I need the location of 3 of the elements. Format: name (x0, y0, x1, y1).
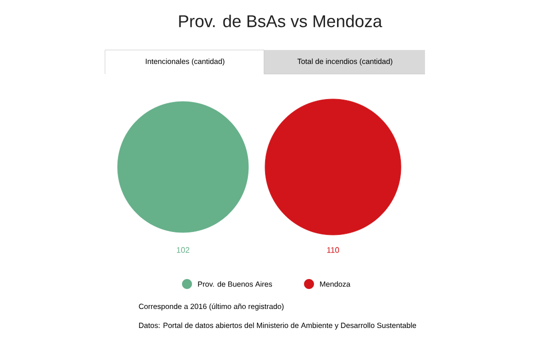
text: Prov. de BsAs vs Mendoza (179, 14, 382, 28)
data-label: 102 (176, 247, 190, 253)
data-label: 110 (327, 247, 340, 253)
